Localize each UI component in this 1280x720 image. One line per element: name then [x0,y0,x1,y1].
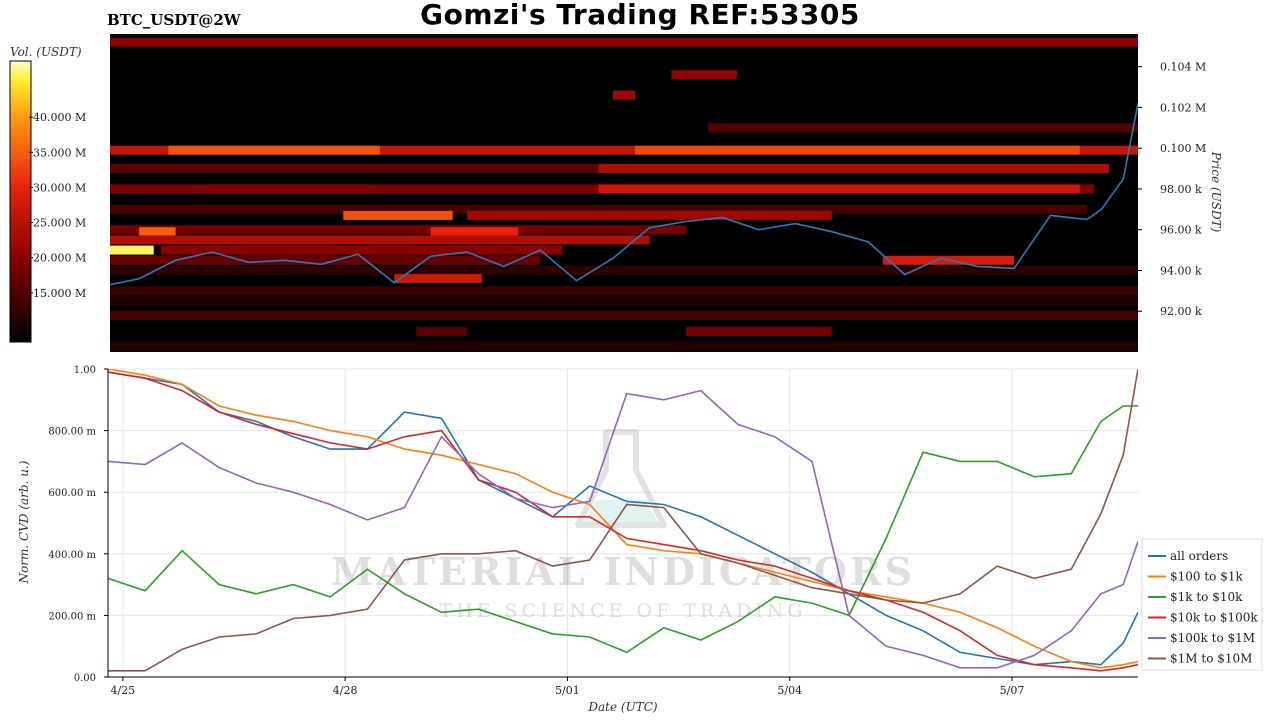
liquidity-band [598,184,1080,194]
legend: all orders $100 to $1k $1k to $10k $10k to … [1141,538,1263,671]
liquidity-band [110,310,1138,320]
colorbar-tick-label: 20.000 M [33,252,86,265]
symbol-label: BTC_USDT@2W [107,11,241,29]
liquidity-band [110,265,1138,275]
cvd-series-line [108,389,1138,669]
price-tick-label: 0.102 M [1160,101,1206,114]
heatmap-panel: 0.104 M 0.102 M 0.100 M 98.00 k 96.00 k 94.00… [110,34,1223,352]
liquidity-band [110,37,1138,47]
liquidity-band [110,255,541,265]
flask-icon [575,429,667,528]
colorbar-tick-label: 15.000 M [33,287,86,300]
cvd-y-tick-label: 400.00 m [48,550,96,561]
cvd-series-line [108,371,1138,666]
liquidity-band [613,90,635,100]
price-tick-label: 98.00 k [1160,183,1202,196]
cvd-y-tick-label: 600.00 m [48,488,96,499]
liquidity-band [707,123,1138,133]
legend-entry: $100 to $1k [1170,570,1243,584]
cvd-series-line [108,369,1138,672]
legend-entry: $1k to $10k [1170,590,1243,604]
colorbar-tick-label: 35.000 M [33,146,86,159]
cvd-x-tick-label: 5/01 [555,684,580,697]
liquidity-band [394,274,482,284]
colorbar-tick-label: 30.000 M [33,181,86,194]
liquidity-band [598,164,1109,174]
price-line [110,103,1138,286]
cvd-panel: MATERIAL INDICATORS THE SCIENCE OF TRADI… [17,365,1263,714]
cvd-y-tick-label: 200.00 m [48,611,96,622]
liquidity-band [110,286,1138,296]
cvd-y-tick-label: 800.00 m [48,427,96,438]
cvd-series-line [108,369,1138,669]
cvd-y-tick-label: 0.00 [74,673,96,684]
liquidity-band [343,210,453,220]
liquidity-band [139,227,176,237]
cvd-x-tick-label: 5/04 [777,684,802,697]
price-tick-label: 0.100 M [1160,142,1206,155]
watermark-subtitle: THE SCIENCE OF TRADING [439,600,806,622]
colorbar-tick-label: 40.000 M [33,111,86,124]
x-axis-label: Date (UTC) [587,700,657,714]
liquidity-band [110,225,686,235]
liquidity-band [110,145,1138,155]
watermark-title: MATERIAL INDICATORS [331,549,915,594]
legend-entry: $1M to $10M [1170,652,1252,666]
cvd-x-tick-label: 4/25 [110,684,135,697]
cvd-y-tick-label: 1.00 [74,365,96,376]
liquidity-band [634,145,1080,155]
colorbar-gradient [9,60,32,343]
legend-entry: all orders [1170,549,1228,563]
legend-box [1141,538,1263,671]
liquidity-band [110,235,650,245]
legend-entry: $10k to $100k [1170,611,1258,625]
chart-title: Gomzi's Trading REF:53305 [420,0,860,31]
cvd-axis-label: Norm. CVD (arb. u.) [17,460,31,584]
colorbar-tick-label: 25.000 M [33,217,86,230]
liquidity-band [430,227,519,237]
liquidity-band [467,210,832,220]
cvd-series-line [108,371,1138,672]
price-tick-label: 0.104 M [1160,61,1206,74]
liquidity-band [110,245,154,255]
liquidity-band [685,327,832,337]
liquidity-band [416,327,468,337]
liquidity-band [110,204,1087,214]
colorbar-label: Vol. (USDT) [10,45,82,59]
price-tick-label: 94.00 k [1160,264,1202,277]
liquidity-band [671,70,738,80]
cvd-x-tick-label: 5/07 [1000,684,1025,697]
price-tick-label: 92.00 k [1160,305,1202,318]
liquidity-band [110,296,1138,306]
liquidity-band [161,245,563,255]
cvd-x-tick-label: 4/28 [333,684,358,697]
price-tick-label: 96.00 k [1160,224,1202,237]
legend-entry: $100k to $1M [1170,631,1255,645]
cvd-series-line [108,405,1138,654]
cvd-plot-area [108,369,1138,677]
liquidity-band [110,341,1138,351]
price-axis-label: Price (USDT) [1209,151,1223,233]
liquidity-band [168,145,380,155]
colorbar: Vol. (USDT) 40.000 M 35.000 M 30.000 M 25.0… [9,45,86,343]
